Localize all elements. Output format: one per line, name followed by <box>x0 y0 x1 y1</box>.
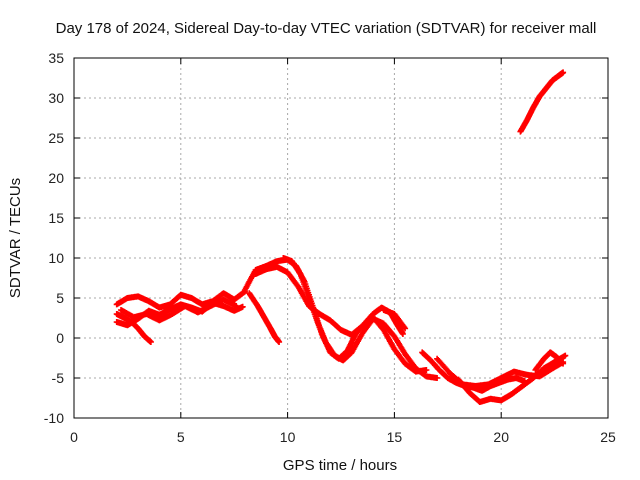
x-tick-label: 25 <box>600 429 616 445</box>
series-arc-5 <box>246 290 283 345</box>
x-tick-label: 0 <box>70 429 78 445</box>
plot-frame <box>73 57 609 419</box>
y-tick-label: 35 <box>48 50 64 66</box>
y-tick-label: -10 <box>44 410 64 426</box>
series-arc-4 <box>118 296 240 324</box>
series-arc-2 <box>113 288 248 311</box>
series-markers <box>118 296 240 324</box>
x-tick-label: 20 <box>493 429 509 445</box>
y-tick-label: 5 <box>56 290 64 306</box>
series-markers <box>113 288 248 311</box>
series-markers <box>380 307 409 332</box>
y-tick-label: 10 <box>48 250 64 266</box>
grid <box>74 58 608 418</box>
y-tick-label: 30 <box>48 90 64 106</box>
chart-title: Day 178 of 2024, Sidereal Day-to-day VTE… <box>56 20 597 37</box>
data-series <box>113 69 569 405</box>
y-tick-label: 0 <box>56 330 64 346</box>
y-axis-label: SDTVAR / TECUs <box>7 178 24 298</box>
y-tick-label: 15 <box>48 210 64 226</box>
y-axis-ticks: -10 -5 0 5 10 15 20 25 30 35 <box>44 50 608 426</box>
x-tick-label: 10 <box>280 429 296 445</box>
series-arc-9 <box>380 307 409 332</box>
series-arc-8 <box>280 255 441 381</box>
y-tick-label: 20 <box>48 170 64 186</box>
x-tick-label: 5 <box>177 429 185 445</box>
x-axis-ticks: 0 5 10 15 20 25 <box>70 58 616 445</box>
series-markers <box>517 69 567 135</box>
y-tick-label: -5 <box>52 370 65 386</box>
series-markers <box>532 349 567 373</box>
series-arc-13 <box>532 349 567 373</box>
series-markers <box>280 255 441 381</box>
series-markers <box>455 352 569 405</box>
x-tick-label: 15 <box>387 429 403 445</box>
x-axis-label: GPS time / hours <box>283 457 397 474</box>
series-arc-12 <box>455 352 569 405</box>
series-arc-14 <box>517 69 567 135</box>
series-markers <box>246 290 283 345</box>
y-tick-label: 25 <box>48 130 64 146</box>
